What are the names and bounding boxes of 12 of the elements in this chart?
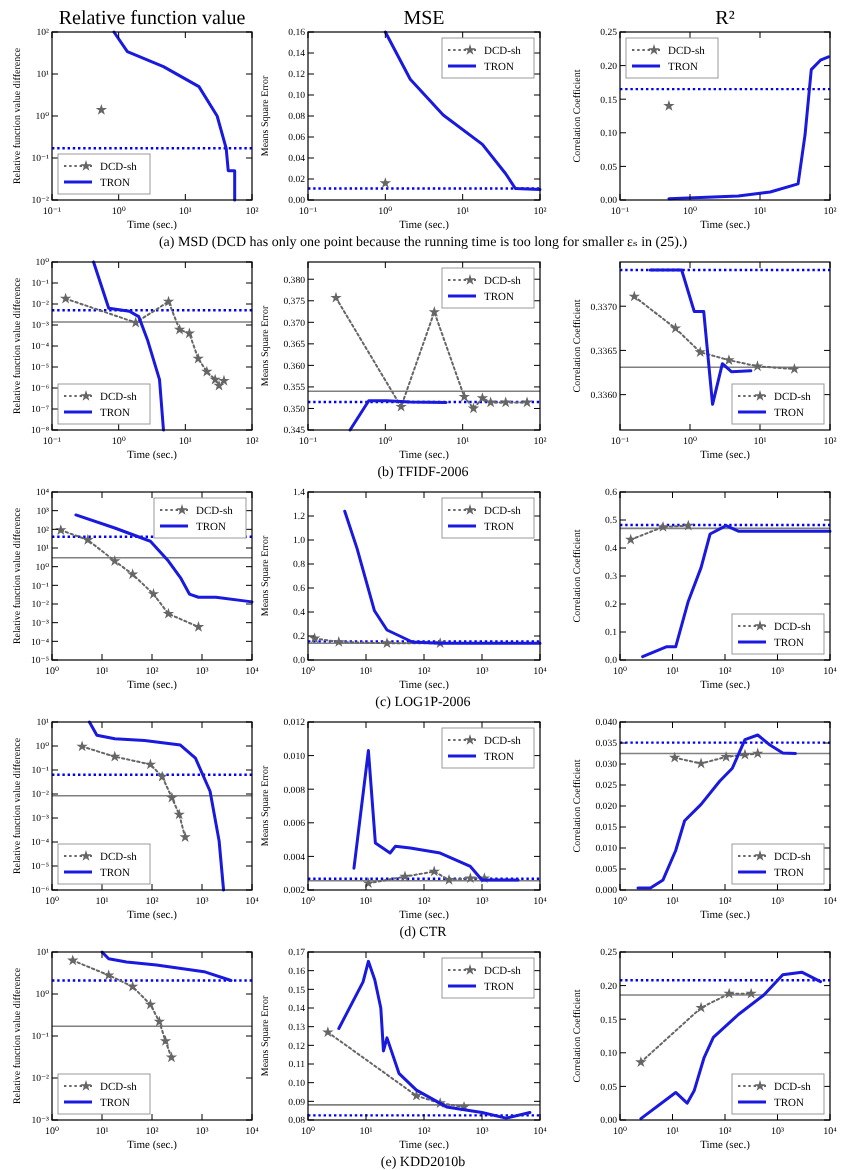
point <box>192 352 204 364</box>
point <box>694 346 706 358</box>
chart-title: MSE <box>403 8 445 30</box>
point <box>201 365 213 377</box>
point <box>209 373 221 385</box>
point <box>173 323 186 335</box>
point <box>788 363 801 374</box>
point <box>162 295 175 307</box>
point <box>628 290 640 302</box>
point <box>183 327 196 339</box>
chart-title: Relative function value <box>58 8 247 30</box>
chart-title: R² <box>715 8 735 30</box>
